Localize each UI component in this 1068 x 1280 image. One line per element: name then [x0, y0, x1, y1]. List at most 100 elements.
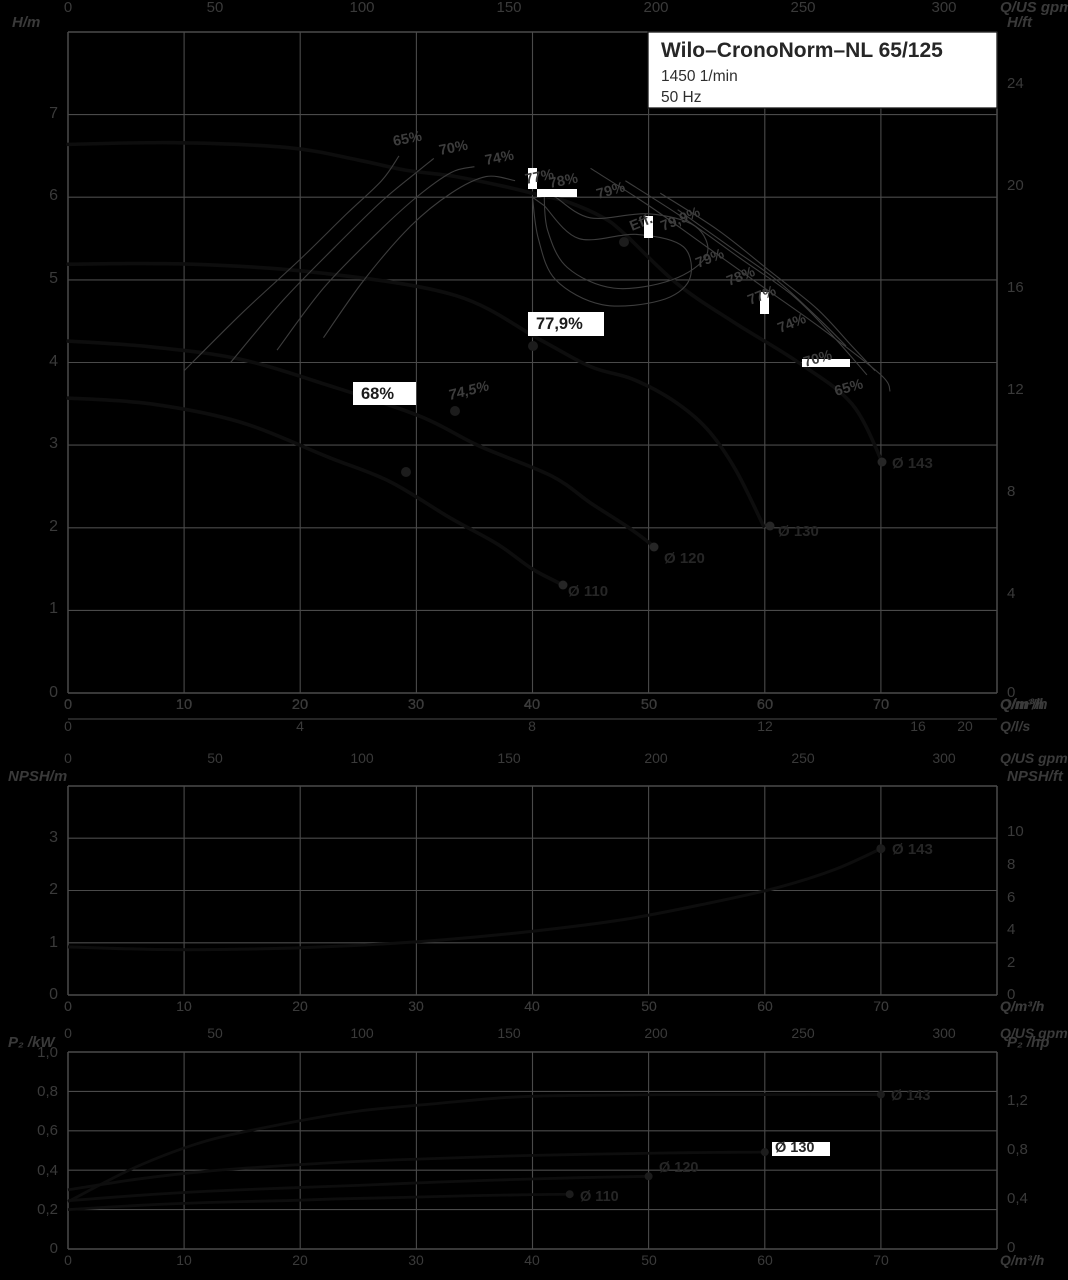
svg-text:50: 50	[641, 696, 657, 712]
svg-text:Ø 130: Ø 130	[775, 1140, 815, 1156]
svg-text:300: 300	[932, 1025, 956, 1041]
svg-text:150: 150	[497, 750, 521, 766]
svg-text:3: 3	[49, 829, 58, 846]
svg-text:2: 2	[1007, 954, 1015, 971]
svg-text:50: 50	[641, 998, 657, 1014]
svg-text:70%: 70%	[438, 138, 470, 159]
svg-text:300: 300	[932, 750, 956, 766]
svg-text:0,8: 0,8	[37, 1083, 58, 1100]
svg-text:2: 2	[49, 518, 58, 535]
svg-text:0,8: 0,8	[1007, 1141, 1028, 1158]
svg-text:12: 12	[757, 718, 773, 734]
svg-text:4: 4	[49, 353, 58, 370]
svg-text:0,4: 0,4	[37, 1162, 58, 1179]
svg-text:0: 0	[1007, 1239, 1015, 1256]
svg-text:0: 0	[64, 1025, 72, 1041]
svg-text:Ø 110: Ø 110	[568, 583, 608, 600]
svg-text:Ø 110: Ø 110	[580, 1189, 619, 1205]
svg-text:1: 1	[49, 934, 58, 951]
svg-text:Wilo–CronoNorm–NL 65/125: Wilo–CronoNorm–NL 65/125	[661, 39, 943, 62]
svg-text:20: 20	[1007, 177, 1024, 194]
svg-text:20: 20	[292, 998, 308, 1014]
svg-text:50: 50	[207, 0, 224, 16]
svg-text:0: 0	[50, 1240, 58, 1257]
svg-text:100: 100	[350, 1025, 374, 1041]
svg-text:Q/m³/h: Q/m³/h	[1000, 696, 1044, 712]
svg-text:Ø 143: Ø 143	[891, 1088, 931, 1104]
svg-text:10: 10	[176, 1252, 192, 1268]
svg-text:Q/US gpm: Q/US gpm	[1000, 750, 1068, 766]
svg-text:0,2: 0,2	[37, 1201, 58, 1218]
svg-text:250: 250	[791, 750, 815, 766]
svg-text:79%: 79%	[595, 179, 627, 202]
svg-text:70: 70	[873, 998, 889, 1014]
svg-text:16: 16	[1007, 279, 1024, 296]
svg-text:70: 70	[873, 696, 889, 712]
svg-text:0: 0	[64, 718, 72, 734]
svg-text:50: 50	[207, 1025, 223, 1041]
svg-text:30: 30	[408, 1252, 424, 1268]
svg-text:H/ft: H/ft	[1007, 14, 1033, 31]
svg-text:24: 24	[1007, 75, 1024, 92]
svg-text:0: 0	[49, 684, 58, 701]
svg-text:1: 1	[49, 600, 58, 617]
svg-text:10: 10	[176, 696, 192, 712]
svg-text:20: 20	[292, 696, 308, 712]
svg-text:3: 3	[49, 435, 58, 452]
svg-text:65%: 65%	[833, 376, 865, 399]
svg-text:50 Hz: 50 Hz	[661, 89, 702, 106]
svg-text:150: 150	[496, 0, 521, 16]
svg-text:60: 60	[757, 998, 773, 1014]
svg-text:40: 40	[524, 998, 540, 1014]
svg-text:10: 10	[1007, 823, 1024, 840]
svg-text:0: 0	[64, 696, 72, 712]
svg-text:16: 16	[910, 718, 926, 734]
svg-text:300: 300	[931, 0, 956, 16]
svg-text:P₂ /kW: P₂ /kW	[8, 1034, 56, 1051]
svg-text:8: 8	[528, 718, 536, 734]
svg-text:0: 0	[64, 0, 72, 16]
svg-text:0: 0	[64, 998, 72, 1014]
svg-text:2: 2	[49, 881, 58, 898]
svg-text:0: 0	[64, 750, 72, 766]
svg-text:20: 20	[957, 718, 973, 734]
svg-text:200: 200	[644, 750, 668, 766]
svg-text:Ø 143: Ø 143	[892, 841, 933, 858]
svg-text:74,5%: 74,5%	[447, 378, 491, 403]
svg-text:77,9%: 77,9%	[536, 315, 583, 333]
svg-text:NPSH/ft: NPSH/ft	[1007, 768, 1064, 785]
svg-text:4: 4	[1007, 585, 1015, 602]
svg-text:60: 60	[757, 1252, 773, 1268]
svg-text:4: 4	[296, 718, 304, 734]
svg-text:250: 250	[791, 1025, 815, 1041]
svg-text:74%: 74%	[484, 148, 516, 169]
svg-text:P₂ /hp: P₂ /hp	[1007, 1034, 1049, 1051]
svg-text:NPSH/m: NPSH/m	[8, 768, 67, 785]
svg-text:5: 5	[49, 270, 58, 287]
svg-text:200: 200	[643, 0, 668, 16]
svg-text:20: 20	[292, 1252, 308, 1268]
svg-text:65%: 65%	[392, 129, 424, 150]
svg-text:79,9%: 79,9%	[659, 204, 703, 234]
svg-text:30: 30	[408, 998, 424, 1014]
svg-text:0: 0	[64, 1252, 72, 1268]
svg-text:Ø 120: Ø 120	[664, 550, 705, 567]
svg-text:Ø 120: Ø 120	[659, 1160, 699, 1176]
svg-text:30: 30	[408, 696, 424, 712]
svg-text:68%: 68%	[361, 385, 394, 403]
svg-text:70%: 70%	[802, 347, 834, 370]
svg-text:74%: 74%	[776, 311, 809, 337]
svg-text:79%: 79%	[694, 246, 727, 272]
svg-text:0,6: 0,6	[37, 1122, 58, 1139]
svg-text:6: 6	[1007, 889, 1015, 906]
svg-text:50: 50	[641, 1252, 657, 1268]
svg-text:10: 10	[176, 998, 192, 1014]
svg-text:50: 50	[207, 750, 223, 766]
svg-text:100: 100	[349, 0, 374, 16]
svg-text:150: 150	[497, 1025, 521, 1041]
svg-text:78%: 78%	[725, 264, 758, 290]
svg-text:7: 7	[49, 105, 58, 122]
svg-text:8: 8	[1007, 856, 1015, 873]
svg-text:6: 6	[49, 187, 58, 204]
svg-text:70: 70	[873, 1252, 889, 1268]
